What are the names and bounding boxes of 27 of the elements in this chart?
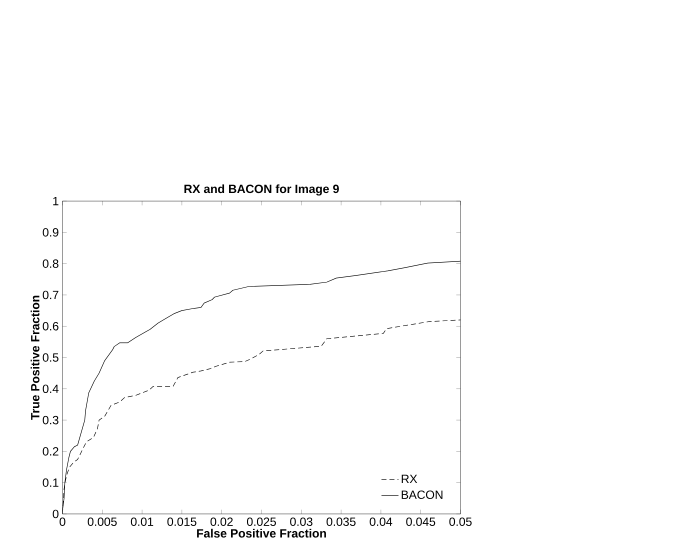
x-tick-label: 0.03: [290, 517, 312, 526]
y-tick-label: 0.1: [42, 478, 58, 487]
y-tick-label: 0.2: [42, 446, 58, 456]
y-tick-label: 0.8: [42, 259, 58, 268]
y-tick-label: 0.3: [42, 416, 58, 424]
y-tick-label: 1: [53, 196, 58, 206]
y-tick-label: 0: [52, 510, 58, 518]
x-tick-label: 0.02: [210, 517, 233, 526]
y-axis-title: True Positive Fraction: [30, 296, 40, 420]
chart-title: RX and BACON for Image 9: [184, 184, 339, 196]
legend-label: RX: [402, 474, 418, 483]
y-tick-label: 0.5: [42, 353, 58, 362]
y-tick-label: 0.4: [42, 384, 59, 393]
x-tick-label: 0.015: [167, 517, 196, 526]
x-axis-title: False Positive Fraction: [197, 528, 326, 538]
x-tick-label: 0.005: [88, 517, 117, 526]
legend-label: BACON: [402, 490, 442, 499]
x-tick-label: 0.04: [370, 517, 392, 526]
x-tick-label: 0.05: [449, 517, 472, 526]
x-tick-label: 0.025: [246, 517, 276, 526]
x-tick-label: 0.01: [130, 517, 154, 526]
y-tick-label: 0.7: [42, 290, 58, 299]
x-tick-label: 0: [60, 517, 66, 526]
y-tick-label: 0.6: [42, 322, 58, 330]
x-tick-label: 0.035: [326, 517, 356, 526]
x-tick-label: 0.045: [406, 517, 436, 526]
y-tick-label: 0.9: [42, 228, 58, 236]
